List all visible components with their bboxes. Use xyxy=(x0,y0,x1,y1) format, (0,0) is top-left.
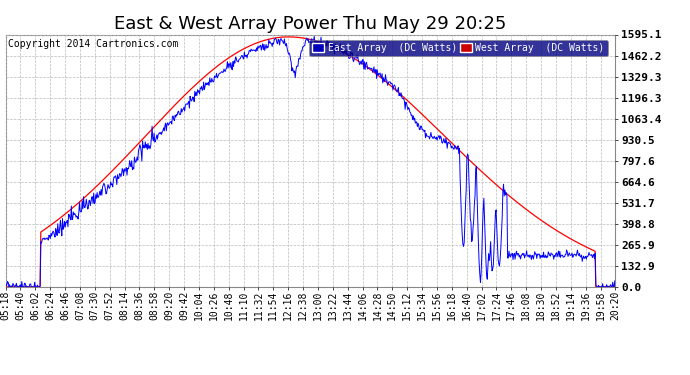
Text: Copyright 2014 Cartronics.com: Copyright 2014 Cartronics.com xyxy=(8,39,179,50)
Title: East & West Array Power Thu May 29 20:25: East & West Array Power Thu May 29 20:25 xyxy=(115,15,506,33)
Legend: East Array  (DC Watts), West Array  (DC Watts): East Array (DC Watts), West Array (DC Wa… xyxy=(309,40,608,56)
